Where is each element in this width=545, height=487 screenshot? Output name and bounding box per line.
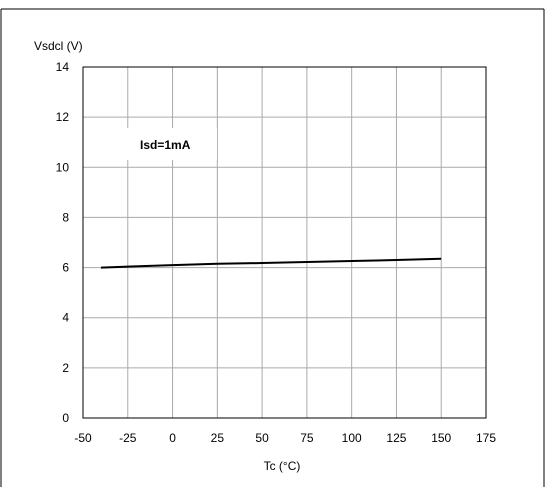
y-tick-label: 0	[62, 411, 69, 425]
y-tick-label: 2	[62, 361, 69, 375]
x-tick-label: 175	[476, 431, 496, 445]
y-axis-title: Vsdcl (V)	[34, 39, 83, 53]
x-tick-label: 150	[431, 431, 451, 445]
y-tick-label: 8	[62, 210, 69, 224]
x-tick-label: -50	[74, 431, 92, 445]
x-tick-label: 25	[211, 431, 225, 445]
grid	[83, 67, 486, 418]
x-tick-label: 50	[255, 431, 269, 445]
y-tick-label: 10	[56, 160, 70, 174]
annotation-label: Isd=1mA	[140, 138, 191, 152]
y-tick-label: 12	[56, 110, 70, 124]
x-tick-label: 75	[300, 431, 314, 445]
plot-area-border	[82, 66, 487, 419]
x-tick-labels: -50 -25 0 25 50 75 100 125 150 175	[74, 431, 496, 445]
x-tick-label: -25	[119, 431, 137, 445]
x-axis-title: Tc (°C)	[264, 459, 301, 473]
y-tick-label: 6	[62, 261, 69, 275]
series-line	[100, 257, 442, 269]
x-tick-label: 125	[386, 431, 406, 445]
y-tick-label: 14	[56, 60, 70, 74]
series	[100, 257, 442, 269]
x-tick-label: 0	[169, 431, 176, 445]
y-tick-labels: 0 2 4 6 8 10 12 14	[56, 60, 70, 425]
y-tick-label: 4	[62, 311, 69, 325]
x-tick-label: 100	[342, 431, 362, 445]
annotation-box	[125, 128, 217, 160]
